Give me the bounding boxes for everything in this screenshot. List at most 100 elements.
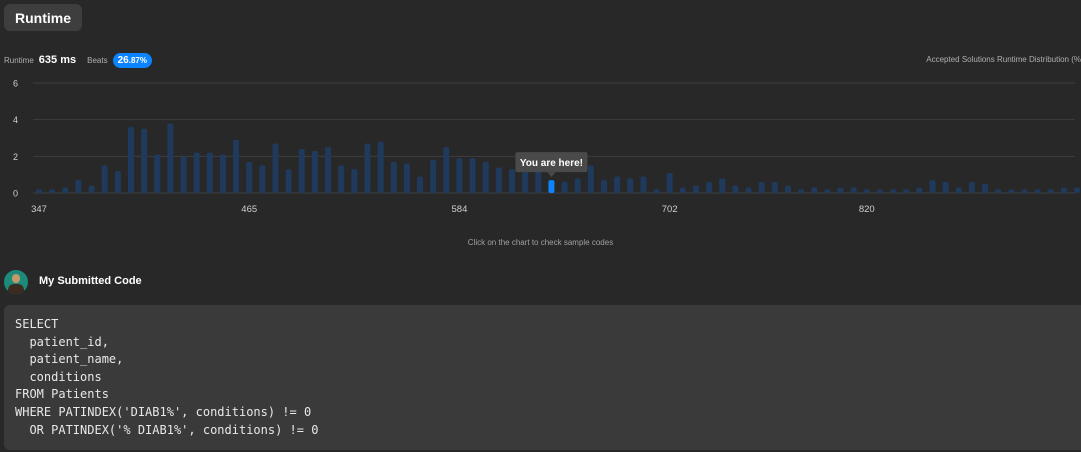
x-tick-label: 702	[662, 204, 678, 215]
bar[interactable]	[377, 141, 384, 193]
bar[interactable]	[351, 169, 358, 193]
code-block[interactable]: SELECT patient_id, patient_name, conditi…	[4, 305, 1081, 450]
bar[interactable]	[101, 165, 108, 194]
bar[interactable]	[811, 187, 818, 194]
bar[interactable]	[535, 167, 542, 193]
bar[interactable]	[233, 139, 240, 193]
bar[interactable]	[1008, 189, 1015, 193]
bar[interactable]	[1034, 189, 1041, 193]
bar[interactable]	[982, 183, 989, 193]
bar[interactable]	[417, 176, 424, 194]
bar[interactable]	[732, 185, 739, 193]
bar[interactable]	[114, 171, 121, 193]
bar[interactable]	[495, 167, 502, 193]
bar[interactable]	[850, 187, 857, 194]
bar[interactable]	[679, 187, 686, 194]
bar[interactable]	[929, 180, 936, 193]
bar[interactable]	[482, 161, 489, 193]
bar[interactable]	[784, 185, 791, 193]
bar[interactable]	[285, 169, 292, 193]
x-tick-label: 820	[859, 204, 875, 215]
bar[interactable]	[36, 189, 42, 193]
x-tick-label: 465	[241, 204, 257, 215]
y-tick-label: 6	[13, 79, 18, 89]
bar[interactable]	[903, 189, 910, 193]
bar[interactable]	[837, 187, 844, 194]
y-tick-label: 0	[13, 189, 18, 199]
bar[interactable]	[942, 182, 949, 193]
submitted-code-title: My Submitted Code	[39, 275, 142, 287]
tooltip-box	[515, 152, 588, 173]
bar[interactable]	[338, 165, 345, 194]
bar[interactable]	[206, 152, 213, 193]
bar[interactable]	[758, 182, 765, 193]
bar[interactable]	[876, 189, 883, 193]
runtime-distribution-chart[interactable]: 0 2 4 6 You are here! 347 465 584 702 820	[0, 74, 1081, 224]
bar[interactable]	[798, 189, 805, 193]
bar[interactable]	[127, 127, 134, 193]
bar[interactable]	[246, 161, 253, 193]
bar[interactable]	[364, 143, 371, 194]
bar[interactable]	[916, 187, 923, 194]
bar[interactable]	[863, 189, 870, 193]
bar[interactable]	[587, 165, 594, 194]
bar[interactable]	[193, 152, 200, 193]
submitted-code: SELECT patient_id, patient_name, conditi…	[15, 317, 319, 437]
bar[interactable]	[692, 185, 699, 193]
bar[interactable]	[666, 172, 673, 193]
bar[interactable]	[49, 189, 56, 193]
bar[interactable]	[167, 123, 174, 193]
bar[interactable]	[995, 189, 1002, 193]
bar[interactable]	[627, 178, 634, 193]
bar[interactable]	[390, 161, 397, 193]
beats-label: Beats	[87, 55, 108, 65]
avatar[interactable]	[4, 270, 28, 294]
tooltip-arrow	[547, 172, 556, 178]
bar[interactable]	[272, 143, 279, 194]
bar[interactable]	[824, 189, 831, 193]
bar[interactable]	[968, 182, 975, 193]
bar[interactable]	[325, 147, 332, 193]
bar[interactable]	[75, 180, 82, 193]
bar[interactable]	[141, 128, 148, 193]
bar[interactable]	[1060, 187, 1067, 194]
bar[interactable]	[219, 154, 226, 194]
bar[interactable]	[561, 182, 568, 193]
bar[interactable]	[600, 180, 607, 193]
bar[interactable]	[430, 160, 437, 193]
bar[interactable]	[771, 182, 778, 193]
highlight-bar[interactable]	[548, 180, 555, 193]
bar[interactable]	[154, 154, 161, 194]
chart-hint: Click on the chart to check sample codes	[467, 238, 614, 247]
bar[interactable]	[298, 149, 305, 193]
bar[interactable]	[1047, 189, 1054, 193]
bar[interactable]	[522, 167, 529, 193]
bar[interactable]	[403, 163, 410, 193]
bar[interactable]	[614, 176, 621, 194]
runtime-label: Runtime	[4, 55, 34, 65]
bar[interactable]	[955, 187, 962, 194]
tab-runtime[interactable]: Runtime	[4, 4, 82, 31]
bar[interactable]	[745, 187, 752, 194]
bar[interactable]	[443, 147, 450, 193]
bar[interactable]	[509, 169, 516, 193]
bar[interactable]	[574, 178, 581, 193]
bar[interactable]	[88, 185, 95, 193]
bar[interactable]	[719, 178, 726, 193]
bar[interactable]	[890, 189, 897, 193]
y-tick-label: 4	[13, 115, 18, 125]
bar[interactable]	[259, 165, 266, 194]
x-tick-label: 347	[31, 204, 47, 215]
bar[interactable]	[180, 156, 187, 193]
bar[interactable]	[469, 158, 476, 193]
beats-badge: 26.87%	[112, 52, 152, 68]
bar[interactable]	[706, 182, 713, 193]
tooltip-label: You are here!	[520, 158, 583, 169]
bar[interactable]	[456, 158, 463, 193]
bar[interactable]	[653, 189, 660, 193]
bar[interactable]	[1074, 187, 1080, 194]
bar[interactable]	[62, 187, 69, 194]
bar[interactable]	[640, 176, 647, 194]
bar[interactable]	[311, 150, 318, 193]
bar[interactable]	[1021, 189, 1028, 193]
